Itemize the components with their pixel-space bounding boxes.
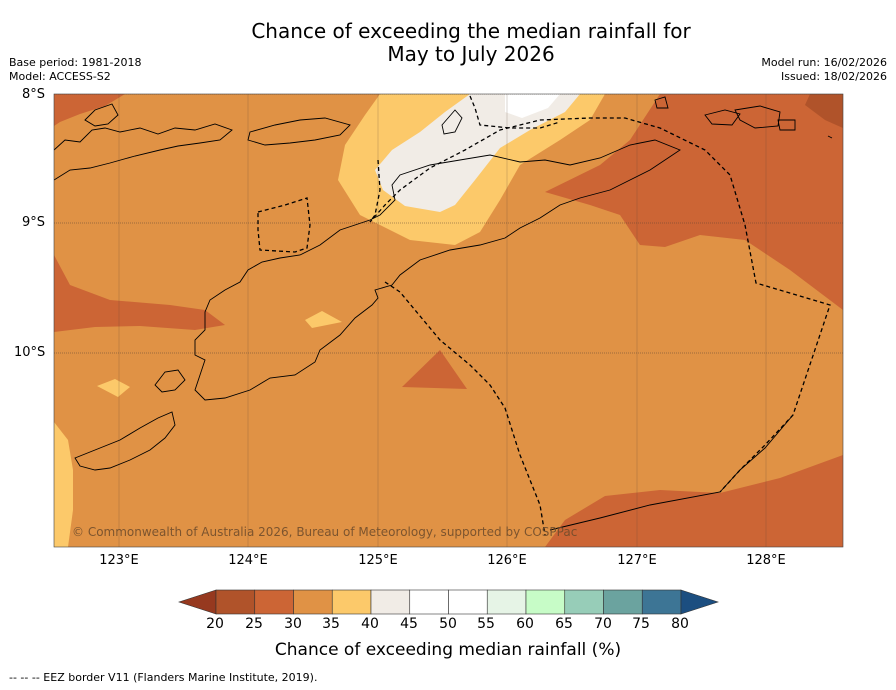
eez-southwest: [384, 281, 546, 536]
eez-atauro: [469, 95, 561, 129]
model-run: Model run: 16/02/2026: [761, 56, 887, 69]
model-name: Model: ACCESS-S2: [9, 70, 111, 83]
timor-coastline: [194, 139, 681, 401]
colorbar-tick: 70: [594, 616, 612, 632]
colorbar-segment: [293, 589, 333, 615]
eez-west-box: [257, 197, 311, 253]
base-period: Base period: 1981-2018: [9, 56, 142, 69]
colorbar: [178, 589, 719, 615]
chart-title: Chance of exceeding the median rainfall …: [0, 20, 896, 66]
colorbar-tick: 75: [632, 616, 650, 632]
colorbar-tick: 55: [477, 616, 495, 632]
colorbar-tick: 35: [322, 616, 340, 632]
region-25-30-northwest: [54, 94, 125, 126]
map-frame: [53, 93, 844, 548]
colorbar-tick: 40: [361, 616, 379, 632]
lon-label-128e: 128°E: [746, 553, 786, 568]
colorbar-segment: [370, 589, 411, 615]
lon-label-124e: 124°E: [228, 553, 268, 568]
sawu-coastline: [74, 411, 176, 471]
region-25-30-center: [402, 350, 467, 389]
title-line-2: May to July 2026: [387, 42, 555, 66]
metadata-left: Base period: 1981-2018 Model: ACCESS-S2: [9, 56, 141, 84]
colorbar-tick: 50: [439, 616, 457, 632]
probability-field: [54, 94, 843, 547]
region-20-25-northeast: [805, 94, 843, 128]
colorbar-tick: 30: [284, 616, 302, 632]
colorbar-over-arrow: [680, 589, 719, 615]
atauro-coastline: [441, 109, 463, 135]
colorbar-segment: [564, 589, 604, 615]
colorbar-segment: [331, 589, 372, 615]
lon-label-123e: 123°E: [99, 553, 139, 568]
region-35-40-southwest: [54, 422, 73, 547]
lon-label-126e: 126°E: [487, 553, 527, 568]
region-25-30-south: [545, 455, 843, 547]
colorbar-segment: [603, 589, 643, 615]
colorbar-tick: 20: [206, 616, 224, 632]
copyright-notice: © Commonwealth of Australia 2026, Bureau…: [72, 525, 578, 539]
issued-date: Issued: 18/02/2026: [780, 70, 887, 83]
colorbar-tick: 65: [555, 616, 573, 632]
colorbar-tick: 25: [245, 616, 263, 632]
colorbar-tick: 45: [400, 616, 418, 632]
metadata-right: Model run: 16/02/2026 Issued: 18/02/2026: [761, 56, 887, 84]
colorbar-tick: 60: [516, 616, 534, 632]
colorbar-tick: 80: [671, 616, 689, 632]
region-25-30-west: [54, 255, 225, 332]
colorbar-segment: [409, 589, 449, 615]
lat-label-8s: 8°S: [22, 87, 46, 102]
colorbar-under-arrow: [178, 589, 217, 615]
rote-coastline: [154, 369, 186, 393]
colorbar-segment: [254, 589, 294, 615]
colorbar-label: Chance of exceeding median rainfall (%): [274, 640, 622, 660]
lon-label-127e: 127°E: [617, 553, 657, 568]
region-35-40-small-west: [97, 379, 130, 397]
colorbar-segment: [486, 589, 527, 615]
coastlines: [54, 96, 833, 531]
region-40-45-north: [375, 94, 580, 212]
region-35-40-small-center: [305, 311, 342, 328]
colorbar-segment: [641, 589, 682, 615]
east-islands-coastline: [654, 96, 833, 139]
eez-border: [257, 95, 831, 536]
alor-islands-coastline: [54, 123, 233, 181]
region-45-55-north: [505, 94, 560, 118]
north-islands-coastline: [247, 117, 351, 146]
eez-footer-note: -- -- -- EEZ border V11 (Flanders Marine…: [9, 671, 318, 684]
lon-label-125e: 125°E: [358, 553, 398, 568]
colorbar-segment: [525, 589, 566, 615]
lat-label-9s: 9°S: [22, 215, 46, 230]
lat-label-10s: 10°S: [14, 345, 46, 360]
title-line-1: Chance of exceeding the median rainfall …: [251, 19, 691, 43]
region-25-30-northeast: [545, 94, 843, 310]
colorbar-segment: [215, 589, 256, 615]
wetar-coastline: [84, 103, 119, 127]
colorbar-segment: [448, 589, 488, 615]
